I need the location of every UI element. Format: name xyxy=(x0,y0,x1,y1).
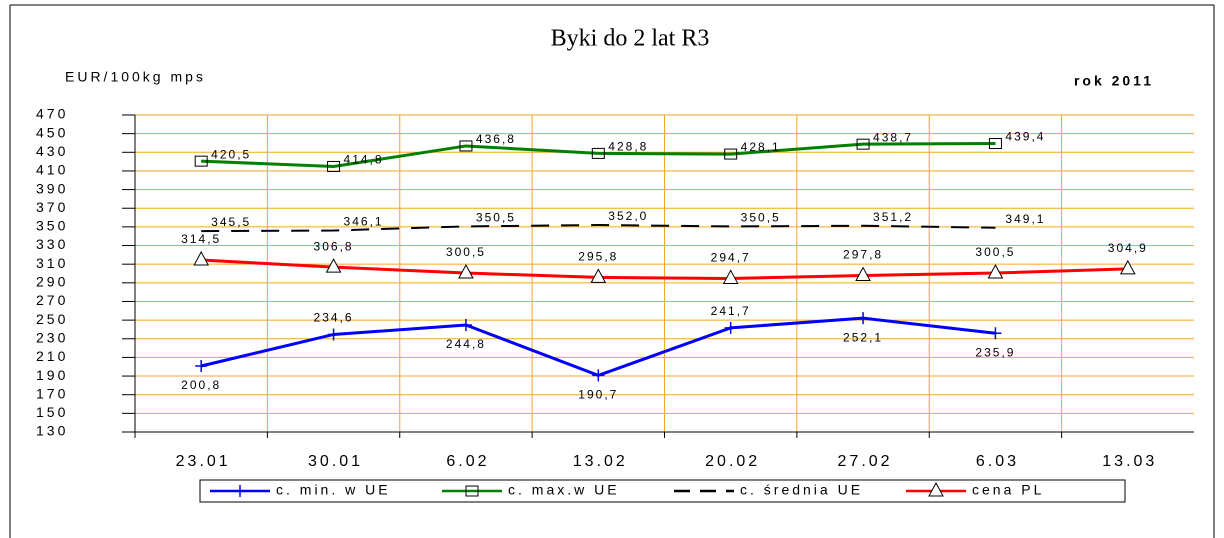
marker-plus xyxy=(592,369,605,382)
value-label: 349,1 xyxy=(1005,212,1045,226)
marker-square xyxy=(465,485,479,497)
value-label: 300,5 xyxy=(446,245,486,259)
value-label: 420,5 xyxy=(211,147,251,161)
series-line xyxy=(201,258,1128,280)
value-label: 244,8 xyxy=(446,337,486,351)
value-label: 351,2 xyxy=(873,210,913,224)
y-axis-label: EUR/100kg mps xyxy=(65,69,206,85)
marker-triangle xyxy=(855,266,871,282)
chart-title: Byki do 2 lat R3 xyxy=(551,26,710,52)
marker-square xyxy=(856,138,870,150)
value-label: 350,5 xyxy=(741,211,781,225)
y-tick-label: 210 xyxy=(36,348,68,364)
value-label: 436,8 xyxy=(476,132,516,146)
x-tick-label: 6.03 xyxy=(976,453,1019,470)
marker-square xyxy=(988,138,1002,150)
y-tick-label: 230 xyxy=(36,329,68,345)
value-label: 300,5 xyxy=(975,245,1015,259)
value-label: 350,5 xyxy=(476,211,516,225)
marker-plus xyxy=(724,321,737,334)
value-label: 304,9 xyxy=(1108,241,1148,255)
marker-triangle xyxy=(1119,259,1136,275)
value-label: 234,6 xyxy=(314,311,354,325)
value-label: 352,0 xyxy=(608,209,648,223)
y-tick-label: 290 xyxy=(36,274,68,290)
marker-square xyxy=(194,155,208,167)
x-tick-label: 20.02 xyxy=(705,453,760,470)
y-tick-label: 190 xyxy=(36,367,68,383)
value-label: 200,8 xyxy=(181,378,221,392)
value-label: 428,8 xyxy=(608,140,648,154)
value-label: 297,8 xyxy=(843,248,883,262)
marker-plus xyxy=(327,328,340,341)
marker-triangle xyxy=(722,269,739,284)
marker-plus xyxy=(857,312,870,325)
x-tick-label: 6.02 xyxy=(446,453,489,470)
marker-square xyxy=(327,160,341,172)
y-tick-label: 150 xyxy=(36,404,68,420)
y-tick-label: 310 xyxy=(36,255,68,271)
y-tick-label: 350 xyxy=(36,218,68,234)
value-label: 314,5 xyxy=(181,232,221,246)
y-tick-label: 410 xyxy=(36,162,68,178)
series-line xyxy=(200,316,996,378)
y-tick-label: 270 xyxy=(36,292,68,308)
value-label: 235,9 xyxy=(975,345,1015,359)
marker-triangle xyxy=(193,250,210,266)
marker-square xyxy=(724,148,738,160)
marker-triangle xyxy=(987,263,1004,279)
marker-triangle xyxy=(928,481,944,497)
y-tick-label: 130 xyxy=(36,423,68,439)
marker-triangle xyxy=(458,263,474,279)
value-label: 428,1 xyxy=(741,140,781,154)
legend-label: c. max.w UE xyxy=(508,482,620,498)
annotation: rok 2011 xyxy=(1074,73,1154,89)
x-tick-label: 13.03 xyxy=(1102,453,1157,470)
value-label: 306,8 xyxy=(314,239,354,253)
value-label: 294,7 xyxy=(711,251,751,265)
value-label: 252,1 xyxy=(843,330,883,344)
marker-plus xyxy=(234,485,246,497)
x-tick-label: 30.01 xyxy=(308,453,363,470)
value-label: 414,8 xyxy=(344,153,384,167)
y-tick-label: 450 xyxy=(36,124,68,140)
legend-label: c. min. w UE xyxy=(276,482,391,498)
y-tick-label: 370 xyxy=(36,199,68,215)
value-label: 438,7 xyxy=(873,130,913,144)
marker-triangle xyxy=(590,268,607,283)
y-tick-label: 170 xyxy=(36,385,68,401)
x-tick-label: 27.02 xyxy=(838,453,893,470)
y-tick-label: 250 xyxy=(36,311,68,327)
value-label: 439,4 xyxy=(1005,130,1045,144)
x-tick-label: 23.01 xyxy=(176,453,231,470)
x-tick-label: 13.02 xyxy=(573,453,628,470)
value-label: 241,7 xyxy=(711,304,751,318)
marker-plus xyxy=(989,327,1002,340)
series-line xyxy=(201,224,996,233)
legend-label: cena PL xyxy=(972,482,1044,498)
marker-square xyxy=(591,147,605,159)
value-label: 345,5 xyxy=(211,215,251,229)
y-tick-label: 430 xyxy=(36,143,68,159)
legend-label: c. średnia UE xyxy=(740,482,863,498)
y-tick-label: 390 xyxy=(36,180,68,196)
value-label: 190,7 xyxy=(578,388,618,402)
y-tick-label: 470 xyxy=(36,106,68,122)
y-tick-label: 330 xyxy=(36,236,68,252)
series-line xyxy=(201,142,996,168)
marker-plus xyxy=(195,359,208,372)
marker-triangle xyxy=(325,258,342,273)
marker-square xyxy=(459,140,473,152)
legend-box xyxy=(199,479,1126,503)
marker-plus xyxy=(459,318,472,331)
value-label: 346,1 xyxy=(344,215,384,229)
value-label: 295,8 xyxy=(578,250,618,264)
